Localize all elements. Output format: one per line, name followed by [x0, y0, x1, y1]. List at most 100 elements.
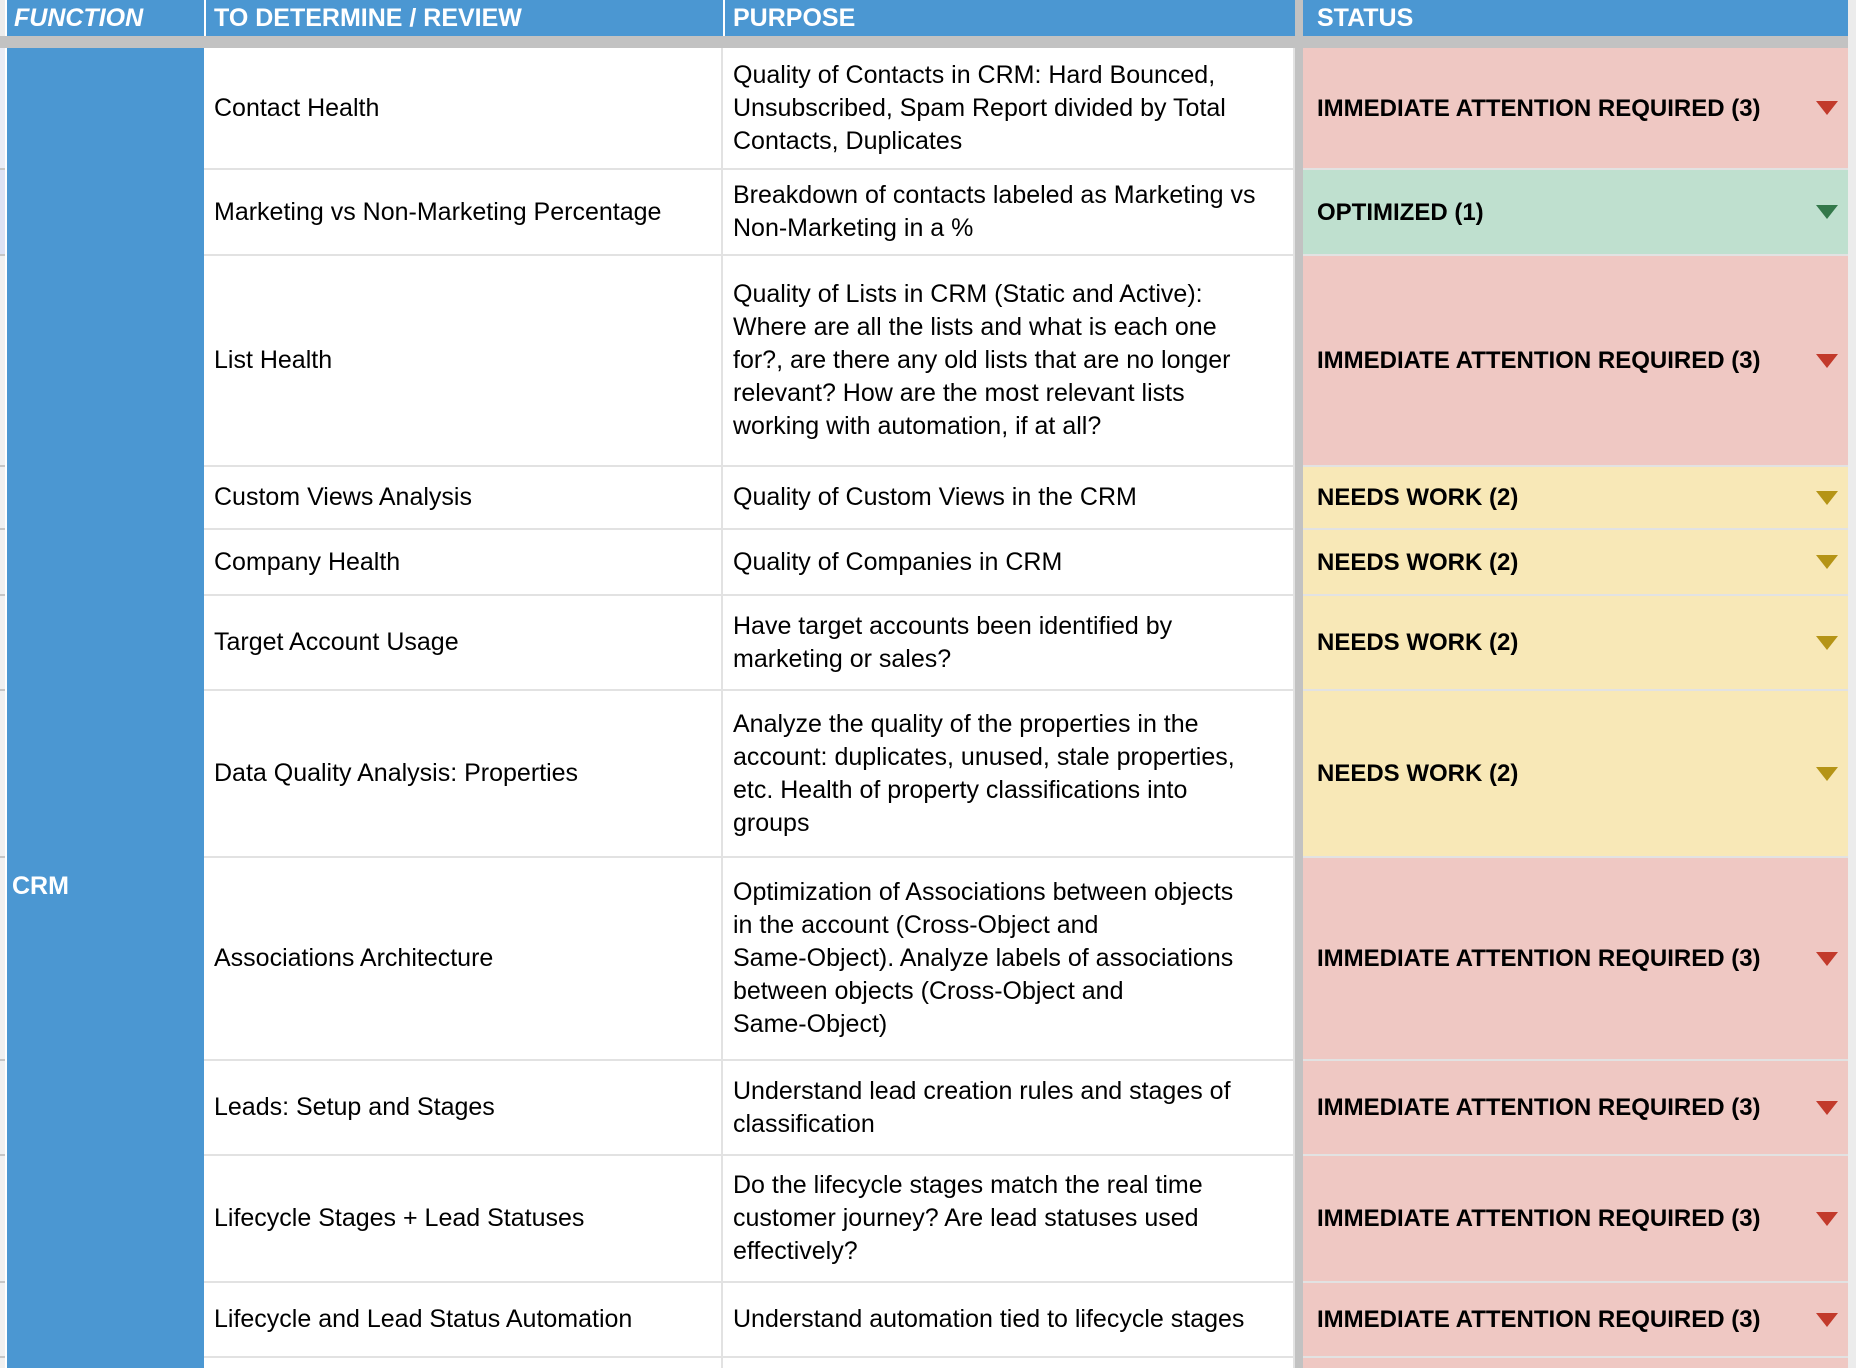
status-dropdown-cell[interactable]: NEEDS WORK (2): [1303, 530, 1848, 596]
status-dropdown-cell[interactable]: NEEDS WORK (2): [1303, 691, 1848, 858]
to-determine-cell[interactable]: Target Account Usage: [204, 596, 723, 691]
frozen-column-divider: [1295, 1156, 1303, 1283]
status-dropdown-cell[interactable]: IMMEDIATE ATTENTION REQUIRED (3): [1303, 48, 1848, 170]
status-label: NEEDS WORK (2): [1317, 548, 1519, 576]
to-determine-cell[interactable]: [204, 1358, 723, 1368]
frozen-column-divider: [1295, 48, 1303, 170]
status-label: IMMEDIATE ATTENTION REQUIRED (3): [1317, 1205, 1761, 1232]
dropdown-arrow-icon[interactable]: [1816, 766, 1838, 781]
frozen-column-divider: [1295, 1061, 1303, 1156]
table-row: Associations Architecture Optimization o…: [204, 858, 1848, 1061]
item-label: Associations Architecture: [214, 944, 494, 972]
to-determine-cell[interactable]: Marketing vs Non-Marketing Percentage: [204, 170, 723, 256]
dropdown-arrow-icon[interactable]: [1816, 555, 1838, 569]
status-dropdown-cell[interactable]: IMMEDIATE ATTENTION REQUIRED (3): [1303, 256, 1848, 467]
table-row: Contact Health Quality of Contacts in CR…: [204, 48, 1848, 170]
dropdown-arrow-icon[interactable]: [1816, 353, 1838, 368]
purpose-text: Optimization of Associations between obj…: [733, 878, 1234, 1038]
dropdown-arrow-icon[interactable]: [1816, 1100, 1838, 1115]
column-header-status[interactable]: STATUS: [1303, 0, 1848, 36]
dropdown-arrow-icon[interactable]: [1816, 951, 1838, 966]
column-header-purpose[interactable]: PURPOSE: [725, 0, 1295, 36]
to-determine-cell[interactable]: Data Quality Analysis: Properties: [204, 691, 723, 858]
table-row: Custom Views Analysis Quality of Custom …: [204, 467, 1848, 530]
item-label: List Health: [214, 346, 333, 374]
item-label: Leads: Setup and Stages: [214, 1093, 495, 1121]
dropdown-arrow-icon[interactable]: [1816, 1312, 1838, 1327]
table-row: Marketing vs Non-Marketing Percentage Br…: [204, 170, 1848, 256]
frozen-column-divider: [1295, 530, 1303, 596]
purpose-text: Quality of Custom Views in the CRM: [733, 483, 1137, 511]
gridline: [204, 0, 206, 36]
dropdown-arrow-icon[interactable]: [1816, 635, 1838, 650]
to-determine-cell[interactable]: Associations Architecture: [204, 858, 723, 1061]
item-label: Lifecycle and Lead Status Automation: [214, 1305, 633, 1333]
status-label: OPTIMIZED (1): [1317, 198, 1484, 226]
item-label: Data Quality Analysis: Properties: [214, 759, 579, 787]
status-label: IMMEDIATE ATTENTION REQUIRED (3): [1317, 945, 1761, 972]
function-merged-cell-crm[interactable]: [7, 48, 204, 1368]
dropdown-arrow-icon[interactable]: [1816, 490, 1838, 505]
to-determine-cell[interactable]: Lifecycle Stages + Lead Statuses: [204, 1156, 723, 1283]
purpose-cell[interactable]: Analyze the quality of the properties in…: [723, 691, 1295, 858]
gridline: [723, 0, 725, 36]
purpose-text: Have target accounts been identified by …: [733, 611, 1173, 673]
purpose-cell[interactable]: Understand automation tied to lifecycle …: [723, 1283, 1295, 1358]
status-dropdown-cell[interactable]: IMMEDIATE ATTENTION REQUIRED (3): [1303, 1061, 1848, 1156]
frozen-column-divider: [1295, 691, 1303, 858]
to-determine-cell[interactable]: Contact Health: [204, 48, 723, 170]
purpose-text: Understand automation tied to lifecycle …: [733, 1305, 1245, 1333]
table-row: [204, 1358, 1848, 1368]
header-row: FUNCTION TO DETERMINE / REVIEW PURPOSE S…: [0, 0, 1856, 36]
column-header-function-label: FUNCTION: [14, 3, 144, 32]
purpose-cell[interactable]: Quality of Contacts in CRM: Hard Bounced…: [723, 48, 1295, 170]
status-label: IMMEDIATE ATTENTION REQUIRED (3): [1317, 1094, 1761, 1121]
to-determine-cell[interactable]: List Health: [204, 256, 723, 467]
to-determine-cell[interactable]: Lifecycle and Lead Status Automation: [204, 1283, 723, 1358]
status-dropdown-cell[interactable]: NEEDS WORK (2): [1303, 596, 1848, 691]
purpose-text: Breakdown of contacts labeled as Marketi…: [733, 181, 1256, 242]
status-dropdown-cell[interactable]: IMMEDIATE ATTENTION REQUIRED (3): [1303, 1156, 1848, 1283]
purpose-cell[interactable]: Quality of Companies in CRM: [723, 530, 1295, 596]
table-body: Contact Health Quality of Contacts in CR…: [204, 48, 1848, 1368]
purpose-cell[interactable]: Quality of Custom Views in the CRM: [723, 467, 1295, 530]
purpose-text: Do the lifecycle stages match the real t…: [733, 1171, 1203, 1265]
dropdown-arrow-icon[interactable]: [1816, 101, 1838, 115]
cropped-row-header-edge: [0, 0, 5, 36]
frozen-column-divider: [1295, 1283, 1303, 1358]
purpose-cell[interactable]: Quality of Lists in CRM (Static and Acti…: [723, 256, 1295, 467]
purpose-text: Quality of Contacts in CRM: Hard Bounced…: [733, 60, 1226, 155]
purpose-text: Understand lead creation rules and stage…: [733, 1076, 1231, 1138]
column-header-purpose-label: PURPOSE: [733, 3, 856, 32]
purpose-cell[interactable]: [723, 1358, 1295, 1368]
purpose-cell[interactable]: Have target accounts been identified by …: [723, 596, 1295, 691]
table-row: List Health Quality of Lists in CRM (Sta…: [204, 256, 1848, 467]
purpose-cell[interactable]: Optimization of Associations between obj…: [723, 858, 1295, 1061]
purpose-cell[interactable]: Breakdown of contacts labeled as Marketi…: [723, 170, 1295, 256]
gridline: [5, 0, 7, 36]
status-dropdown-cell[interactable]: OPTIMIZED (1): [1303, 170, 1848, 256]
status-label: IMMEDIATE ATTENTION REQUIRED (3): [1317, 94, 1761, 122]
status-dropdown-cell[interactable]: NEEDS WORK (2): [1303, 467, 1848, 530]
column-header-to-determine[interactable]: TO DETERMINE / REVIEW: [206, 0, 723, 36]
purpose-cell[interactable]: Do the lifecycle stages match the real t…: [723, 1156, 1295, 1283]
item-label: Company Health: [214, 547, 401, 576]
column-header-status-label: STATUS: [1317, 3, 1414, 32]
status-dropdown-cell[interactable]: IMMEDIATE ATTENTION REQUIRED (3): [1303, 858, 1848, 1061]
status-label: IMMEDIATE ATTENTION REQUIRED (3): [1317, 347, 1761, 374]
purpose-text: Quality of Companies in CRM: [733, 547, 1063, 576]
item-label: Lifecycle Stages + Lead Statuses: [214, 1204, 585, 1232]
column-header-function[interactable]: FUNCTION: [7, 0, 204, 36]
to-determine-cell[interactable]: Company Health: [204, 530, 723, 596]
dropdown-arrow-icon[interactable]: [1816, 1211, 1838, 1226]
frozen-column-divider: [1295, 170, 1303, 256]
column-header-to-determine-label: TO DETERMINE / REVIEW: [214, 3, 522, 32]
status-dropdown-cell[interactable]: [1303, 1358, 1848, 1368]
to-determine-cell[interactable]: Leads: Setup and Stages: [204, 1061, 723, 1156]
dropdown-arrow-icon[interactable]: [1816, 205, 1838, 219]
status-dropdown-cell[interactable]: IMMEDIATE ATTENTION REQUIRED (3): [1303, 1283, 1848, 1358]
status-label: IMMEDIATE ATTENTION REQUIRED (3): [1317, 1306, 1761, 1333]
purpose-cell[interactable]: Understand lead creation rules and stage…: [723, 1061, 1295, 1156]
to-determine-cell[interactable]: Custom Views Analysis: [204, 467, 723, 530]
